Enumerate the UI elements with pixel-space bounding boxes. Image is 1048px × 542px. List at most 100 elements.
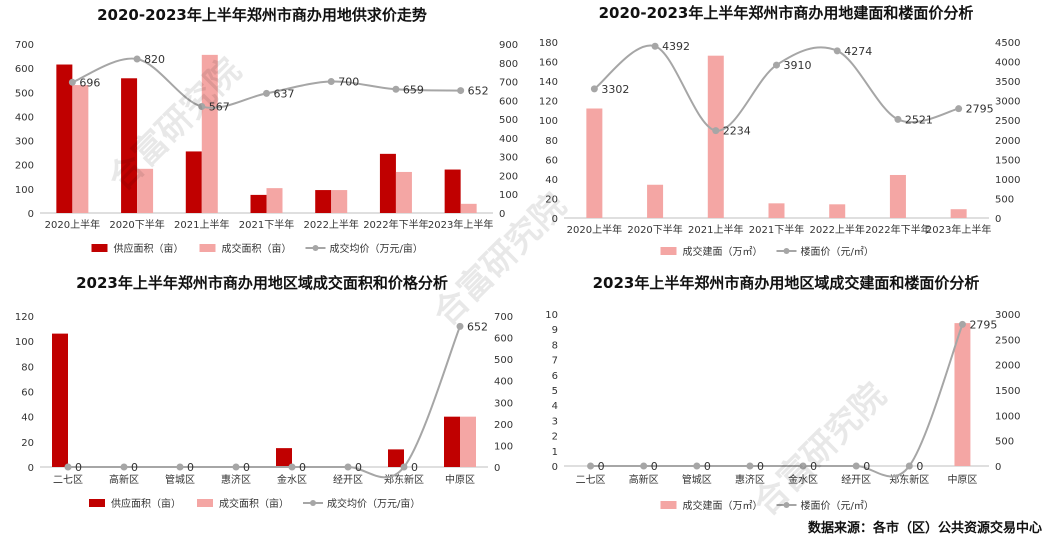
x-tick-label: 惠济区: [735, 473, 765, 486]
data-source-note: 数据来源：各市（区）公共资源交易中心: [807, 521, 1042, 536]
y-tick-label: 160: [539, 58, 558, 69]
y2-tick-label: 2000: [995, 361, 1020, 372]
legend-bar-swatch: [91, 244, 108, 252]
y2-tick-label: 1500: [995, 155, 1020, 166]
price-point: [120, 463, 128, 471]
y2-tick-label: 1000: [995, 175, 1020, 186]
legend-label: 成交建面（万㎡）: [683, 245, 763, 258]
y-tick-label: 700: [15, 40, 34, 51]
legend-label: 成交面积（亩）: [219, 497, 289, 510]
legend-label: 成交建面（万㎡）: [683, 499, 763, 512]
x-tick-label: 管城区: [682, 473, 712, 486]
legend-marker: [783, 248, 790, 254]
bar: [586, 108, 603, 218]
y2-tick-label: 900: [499, 40, 518, 51]
y-tick-label: 40: [21, 413, 34, 424]
x-tick-label: 中原区: [947, 473, 977, 486]
price-data-label: 659: [403, 83, 424, 96]
price-point: [288, 463, 296, 471]
legend-label: 成交均价（万元/亩）: [330, 242, 423, 255]
bar: [379, 153, 396, 213]
chart-district-area-price: 2023年上半年郑州市商办用地区域成交面积和价格分析 0 20 40 60 80 100 12…: [0, 268, 524, 542]
legend-bar-swatch: [197, 499, 213, 507]
price-data-label: 2234: [723, 125, 751, 138]
price-data-label: 3302: [601, 83, 629, 96]
y-tick-label: 0: [28, 209, 34, 220]
bar: [201, 54, 218, 213]
y-tick-label: 120: [15, 312, 34, 323]
price-data-label: 0: [598, 460, 605, 473]
y-tick-label: 7: [552, 356, 558, 367]
price-data-label: 0: [810, 460, 817, 473]
price-data-label: 567: [209, 101, 230, 114]
x-tick-label: 2021上半年: [174, 218, 229, 231]
price-data-label: 700: [338, 76, 359, 89]
price-data-label: 2521: [905, 113, 933, 126]
y2-tick-label: 4000: [995, 58, 1020, 69]
y-tick-label: 400: [15, 112, 34, 123]
price-data-label: 652: [468, 85, 489, 98]
y2-tick-label: 500: [499, 115, 518, 126]
bar: [460, 203, 477, 213]
price-data-label: 0: [704, 460, 711, 473]
y-tick-label: 60: [545, 155, 558, 166]
y2-tick-label: 400: [499, 134, 518, 145]
price-data-label: 4274: [844, 45, 872, 58]
y-tick-label: 3: [552, 416, 558, 427]
price-point: [852, 462, 860, 470]
x-tick-label: 二七区: [576, 474, 606, 486]
chart-title: 2020-2023年上半年郑州市商办用地供求价走势: [97, 6, 427, 24]
price-point: [773, 61, 780, 69]
price-point: [693, 462, 701, 470]
x-tick-label: 惠济区: [221, 473, 251, 486]
y-tick-label: 0: [552, 462, 558, 473]
legend-bar-swatch: [660, 247, 677, 255]
price-point: [176, 463, 184, 471]
x-tick-label: 2021上半年: [688, 223, 743, 236]
chart-title: 2023年上半年郑州市商办用地区域成交建面和楼面价分析: [593, 274, 980, 292]
y-tick-label: 2: [552, 432, 558, 443]
x-tick-label: 2020上半年: [45, 218, 100, 231]
price-data-label: 0: [131, 461, 138, 474]
price-data-label: 4392: [662, 40, 690, 53]
price-data-label: 652: [467, 320, 488, 333]
y2-tick-label: 3500: [995, 77, 1020, 88]
y-tick-label: 80: [21, 362, 34, 373]
price-point: [905, 462, 913, 470]
price-point: [833, 47, 841, 55]
price-point: [327, 78, 335, 86]
y-tick-label: 9: [552, 325, 558, 336]
price-point: [400, 463, 408, 471]
chart-supply-price-trend-svg: 2020-2023年上半年郑州市商办用地供求价走势 0 100 200 300 400 50…: [15, 6, 518, 255]
bar: [954, 323, 971, 466]
y-tick-label: 8: [552, 340, 558, 351]
price-data-label: 0: [411, 461, 418, 474]
price-data-label: 0: [75, 461, 82, 474]
y2-tick-label: 2500: [995, 335, 1020, 346]
price-point: [746, 462, 754, 470]
price-point: [955, 105, 963, 113]
price-point: [640, 462, 648, 470]
price-point: [894, 115, 902, 123]
bar: [276, 448, 292, 467]
x-tick-label: 2022上半年: [809, 223, 864, 236]
x-tick-label: 2020下半年: [109, 218, 164, 231]
y-tick-label: 4: [552, 401, 558, 412]
bar: [950, 209, 967, 218]
y2-tick-label: 200: [494, 420, 513, 431]
price-point: [799, 462, 807, 470]
y-tick-label: 5: [552, 386, 558, 397]
x-tick-label: 经开区: [841, 473, 871, 486]
x-tick-label: 2020上半年: [567, 223, 622, 236]
price-data-label: 2795: [969, 318, 997, 331]
bar: [185, 151, 202, 213]
y2-tick-label: 500: [995, 437, 1014, 448]
price-data-label: 0: [299, 461, 306, 474]
legend-bar-swatch: [660, 501, 677, 509]
y2-tick-label: 100: [494, 441, 513, 452]
price-point: [456, 322, 464, 330]
legend-marker: [310, 500, 316, 506]
y-tick-label: 100: [15, 337, 34, 348]
x-tick-label: 金水区: [277, 473, 307, 486]
legend-label: 楼面价（元/㎡）: [801, 499, 874, 512]
